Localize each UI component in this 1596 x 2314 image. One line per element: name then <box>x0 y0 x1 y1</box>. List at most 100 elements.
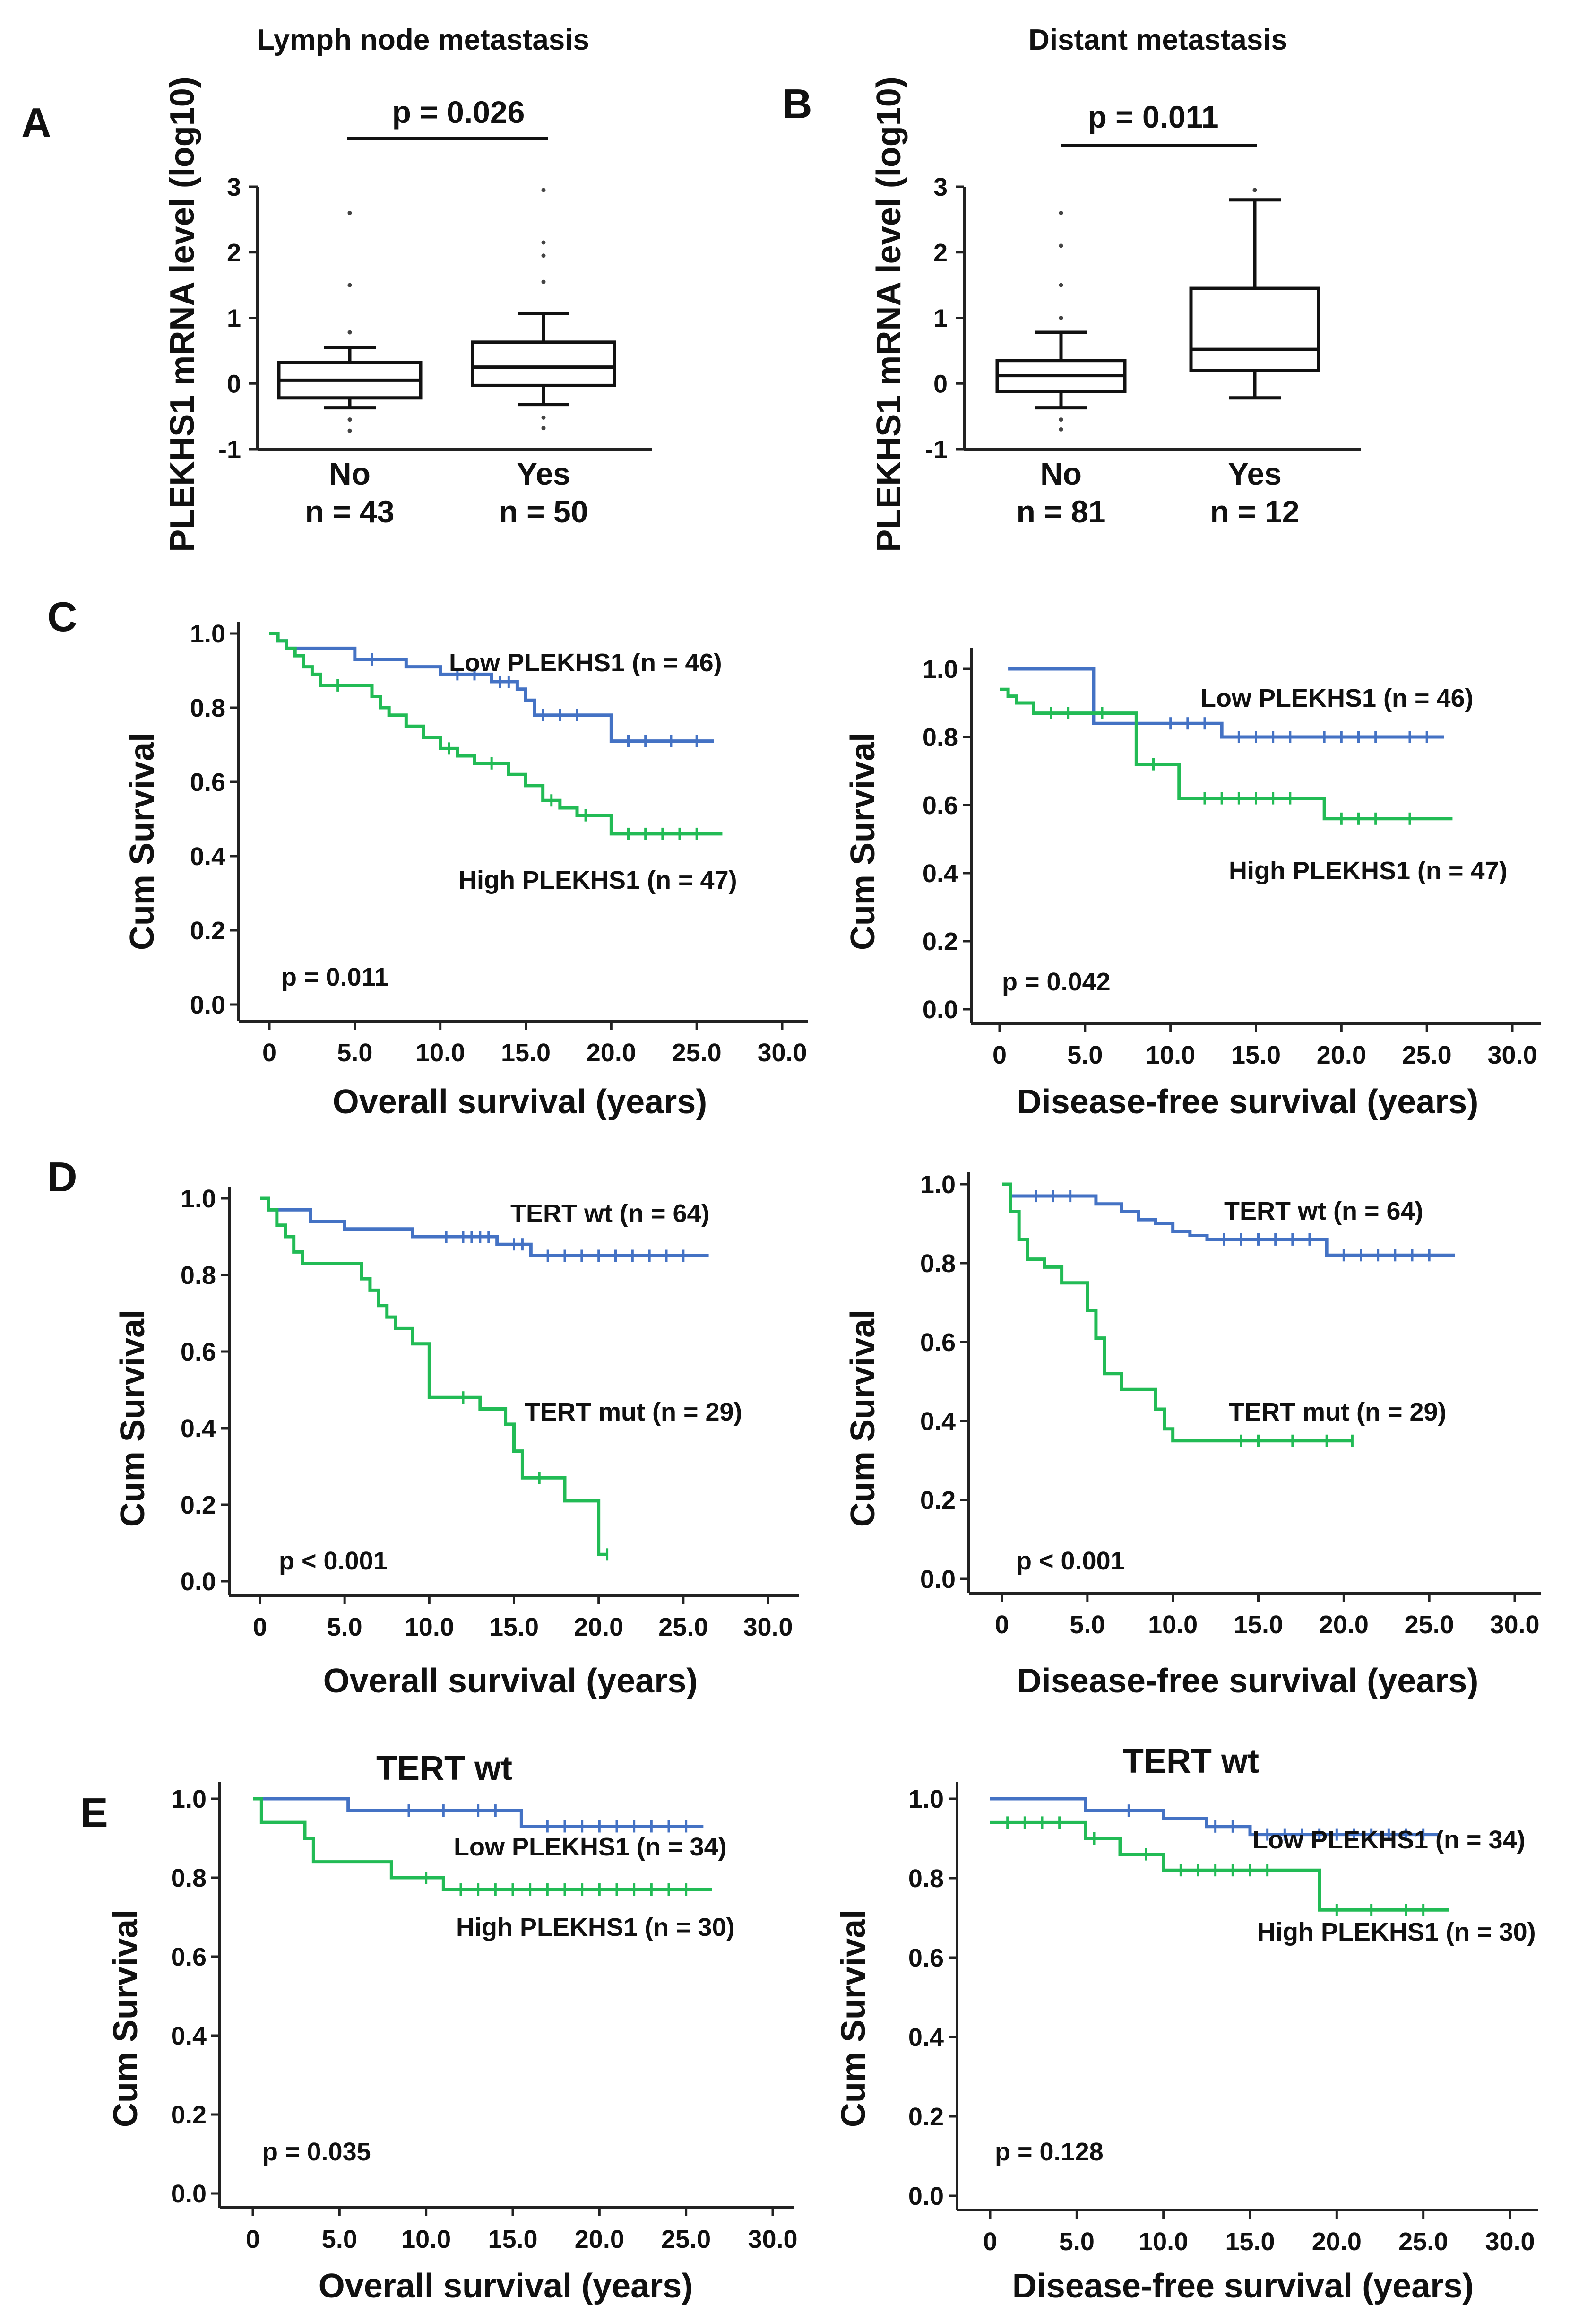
survival-curve <box>1002 1182 1455 1257</box>
x-tick-label: 10.0 <box>1148 1611 1198 1639</box>
x-tick-label: 30.0 <box>1487 1041 1537 1069</box>
x-tick-label: 25.0 <box>1405 1611 1454 1639</box>
y-tick-label: 0.8 <box>923 723 958 752</box>
survival-curve <box>1000 687 1453 821</box>
boxplot-lymph-node: Lymph node metastasis p = 0.026 PLEKHS1 … <box>164 24 652 552</box>
y-tick-label: 0.6 <box>181 1338 216 1366</box>
sample-size-label: n = 50 <box>499 494 588 529</box>
y-tick-label: 2 <box>933 239 948 267</box>
y-tick-label: 1 <box>933 304 948 333</box>
x-tick-label: 0 <box>983 2227 997 2256</box>
y-tick-label: 2 <box>227 239 241 267</box>
series-label: Low PLEKHS1 (n = 46) <box>449 649 722 677</box>
y-tick-label: 0.0 <box>923 996 958 1024</box>
y-tick-label: 1.0 <box>181 1185 216 1213</box>
outlier-point <box>541 415 546 420</box>
category-label: Yes <box>1228 456 1282 491</box>
y-tick-label: 0.8 <box>190 694 225 722</box>
p-value: p = 0.035 <box>262 2138 371 2166</box>
sample-size-label: n = 12 <box>1210 494 1300 529</box>
x-tick-label: 30.0 <box>743 1613 793 1641</box>
series-label: High PLEKHS1 (n = 47) <box>1229 857 1508 885</box>
outlier-point <box>1059 316 1063 320</box>
series-label: High PLEKHS1 (n = 47) <box>458 866 737 894</box>
y-tick-label: 1.0 <box>923 655 958 684</box>
x-tick-label: 20.0 <box>574 1613 623 1641</box>
series-label: TERT mut (n = 29) <box>525 1398 742 1426</box>
x-axis-label: Disease-free survival (years) <box>1017 1083 1479 1121</box>
km-plot-overall-survival-tert-wt: TERT wt Cum Survival Overall survival (y… <box>107 1750 798 2305</box>
y-tick-label: 0.4 <box>190 842 225 871</box>
outlier-point <box>347 330 352 335</box>
y-tick-label: 3 <box>933 173 948 201</box>
x-tick-label: 25.0 <box>1398 2227 1448 2256</box>
x-axis-label: Overall survival (years) <box>333 1083 707 1121</box>
x-tick-label: 30.0 <box>1485 2227 1535 2256</box>
y-axis-label: Cum Survival <box>114 1309 152 1527</box>
km-plot-disease-free-tert: Cum Survival Disease-free survival (year… <box>844 1170 1541 1700</box>
p-value: p = 0.011 <box>1087 99 1218 134</box>
x-axis-label: Disease-free survival (years) <box>1012 2267 1474 2305</box>
outlier-point <box>541 253 546 258</box>
panel-label-a: A <box>21 99 52 146</box>
y-axis-label: PLEKHS1 mRNA level (log10) <box>870 77 908 552</box>
outlier-point <box>541 426 546 431</box>
series-label: TERT mut (n = 29) <box>1229 1398 1447 1426</box>
outlier-point <box>347 211 352 215</box>
outlier-point <box>1059 211 1063 215</box>
x-tick-label: 15.0 <box>1225 2227 1275 2256</box>
x-tick-label: 0 <box>992 1041 1007 1069</box>
y-tick-label: 0.4 <box>908 2023 944 2052</box>
series-label: High PLEKHS1 (n = 30) <box>1257 1918 1536 1946</box>
outlier-point <box>1059 243 1063 248</box>
x-tick-label: 0 <box>253 1613 267 1641</box>
box <box>471 340 616 387</box>
y-tick-label: 0.8 <box>920 1249 956 1278</box>
x-tick-label: 10.0 <box>1139 2227 1188 2256</box>
x-tick-label: 0 <box>262 1039 276 1067</box>
y-tick-label: 0.4 <box>923 859 958 888</box>
box <box>1189 286 1320 372</box>
y-tick-label: 0.4 <box>920 1407 956 1436</box>
survival-curve <box>269 632 723 836</box>
chart-title: Distant metastasis <box>1028 24 1287 56</box>
km-plot-overall-survival-plekhs1: Cum Survival Overall survival (years) 0.… <box>123 620 808 1121</box>
outlier-point <box>541 279 546 284</box>
outlier-point <box>347 428 352 433</box>
category-label: Yes <box>517 456 570 491</box>
y-tick-label: 0.0 <box>190 991 225 1019</box>
x-tick-label: 15.0 <box>1231 1041 1281 1069</box>
y-tick-label: 0.6 <box>171 1943 207 1971</box>
series-label: TERT wt (n = 64) <box>1224 1197 1423 1225</box>
y-axis-label: PLEKHS1 mRNA level (log10) <box>164 77 201 552</box>
outlier-point <box>1059 283 1063 287</box>
category-label: No <box>329 456 371 491</box>
x-tick-label: 30.0 <box>757 1039 807 1067</box>
y-tick-label: 0.8 <box>908 1864 944 1893</box>
x-tick-label: 20.0 <box>1319 1611 1369 1639</box>
sample-size-label: n = 43 <box>305 494 395 529</box>
x-tick-label: 5.0 <box>327 1613 362 1641</box>
chart-title: Lymph node metastasis <box>257 24 589 56</box>
survival-curve <box>1002 1182 1353 1443</box>
x-tick-label: 10.0 <box>401 2225 451 2253</box>
outlier-point <box>347 417 352 422</box>
x-axis-label: Overall survival (years) <box>323 1662 698 1700</box>
series-label: TERT wt (n = 64) <box>510 1199 710 1228</box>
y-tick-label: -1 <box>218 435 241 464</box>
y-axis-label: Cum Survival <box>844 1309 882 1527</box>
x-tick-label: 10.0 <box>415 1039 465 1067</box>
outlier-point <box>541 240 546 245</box>
y-tick-label: 0.0 <box>920 1565 956 1594</box>
panel-label-c: C <box>47 593 78 640</box>
km-plot-overall-survival-tert: Cum Survival Overall survival (years) 0.… <box>114 1185 799 1700</box>
outlier-point <box>541 188 546 192</box>
series-label: High PLEKHS1 (n = 30) <box>456 1913 735 1941</box>
y-tick-label: 0.4 <box>181 1414 216 1443</box>
y-tick-label: 3 <box>227 173 241 201</box>
x-tick-label: 25.0 <box>661 2225 711 2253</box>
panel-subtitle: TERT wt <box>376 1750 512 1787</box>
y-axis-label: Cum Survival <box>835 1910 872 2127</box>
y-tick-label: 0.0 <box>181 1568 216 1596</box>
